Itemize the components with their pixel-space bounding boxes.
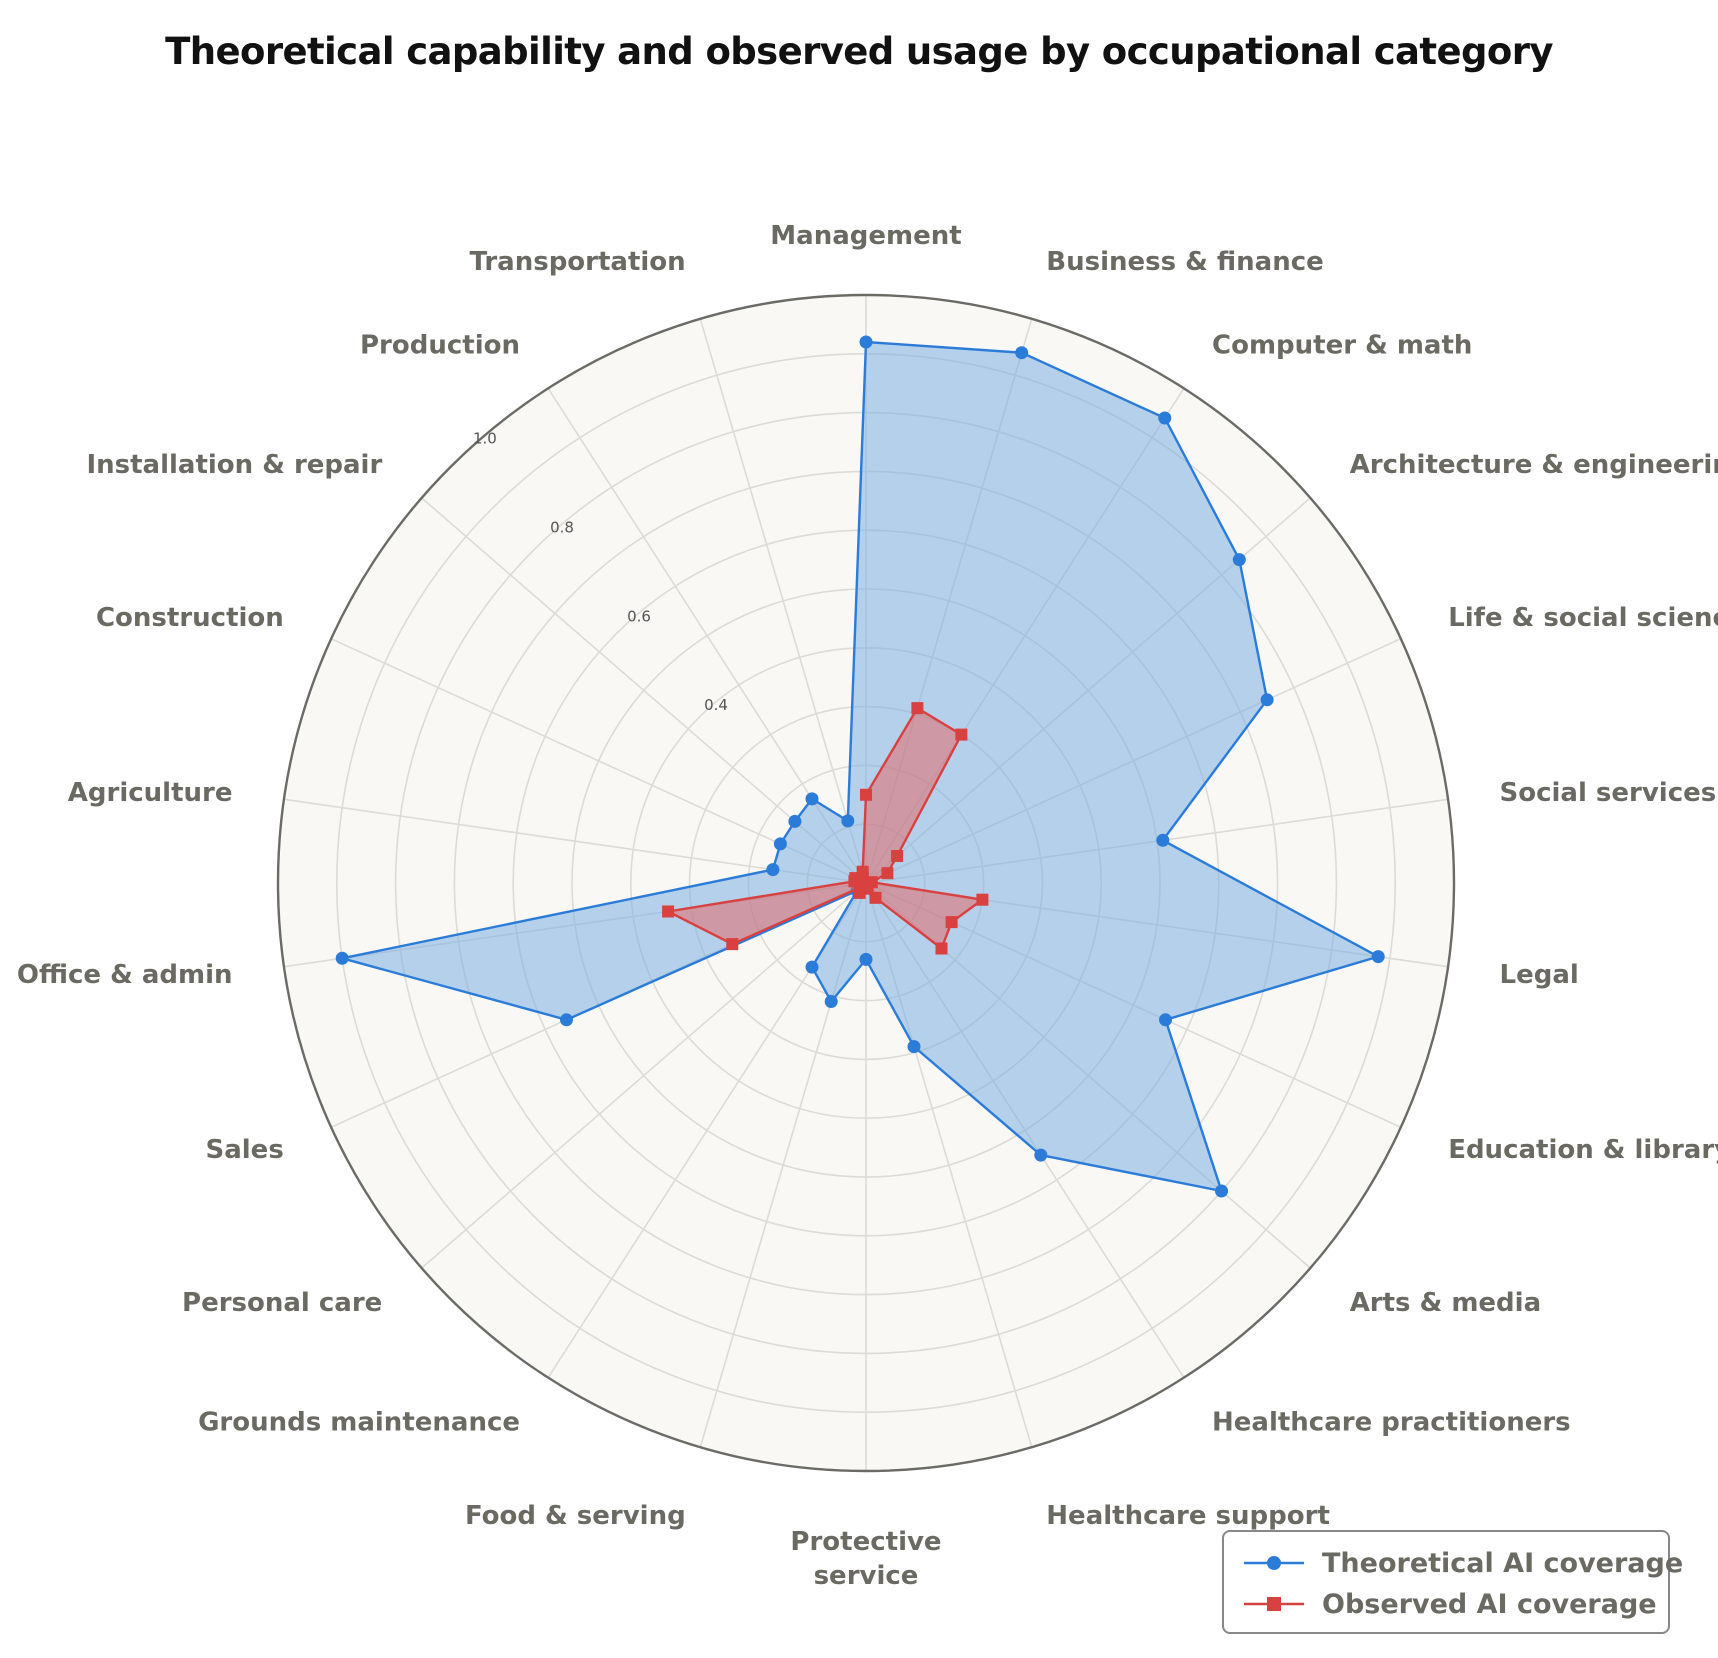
marker-observed-ai-coverage-computer-math	[955, 728, 968, 741]
category-label-legal: Legal	[1500, 960, 1579, 990]
marker-theoretical-ai-coverage-office-admin	[335, 951, 349, 965]
category-label-food-serving: Food & serving	[465, 1501, 686, 1531]
marker-theoretical-ai-coverage-production	[805, 792, 819, 806]
marker-observed-ai-coverage-arts-media	[935, 942, 948, 955]
category-label-installation-repair: Installation & repair	[86, 450, 382, 480]
category-label-production: Production	[360, 331, 520, 361]
series-observed-ai-coverage	[662, 702, 989, 955]
legend-item-observed: Observed AI coverage	[1242, 1584, 1657, 1624]
radial-tick-labels: 0.4 0.6 0.8 1.0	[473, 430, 728, 715]
marker-theoretical-ai-coverage-legal	[1371, 950, 1385, 964]
category-label-construction: Construction	[96, 603, 284, 633]
radial-tick-1-0: 1.0	[473, 430, 497, 448]
category-label-personal-care: Personal care	[182, 1288, 382, 1318]
grid-spoke	[699, 318, 867, 884]
category-label-healthcare-practitioners: Healthcare practitioners	[1212, 1407, 1571, 1437]
plot-border	[276, 293, 1456, 1473]
radial-tick-0-8: 0.8	[550, 519, 574, 537]
category-label-protective-service: Protective service	[790, 1527, 941, 1591]
category-label-sales: Sales	[206, 1135, 284, 1165]
chart-title: Theoretical capability and observed usag…	[165, 30, 1553, 73]
marker-theoretical-ai-coverage-agriculture	[766, 863, 780, 877]
category-label-office-admin: Office & admin	[17, 960, 233, 990]
marker-theoretical-ai-coverage-computer-math	[1158, 411, 1172, 425]
marker-observed-ai-coverage-legal	[976, 893, 989, 906]
marker-theoretical-ai-coverage-protective-service	[859, 952, 873, 966]
marker-observed-ai-coverage-management	[860, 788, 872, 801]
marker-theoretical-ai-coverage-management	[859, 335, 873, 349]
marker-theoretical-ai-coverage-business-finance	[1015, 346, 1029, 360]
marker-theoretical-ai-coverage-installation-repair	[788, 814, 802, 828]
category-label-computer-math: Computer & math	[1212, 331, 1472, 361]
marker-theoretical-ai-coverage-grounds-maintenance	[805, 960, 819, 974]
marker-theoretical-ai-coverage-healthcare-support	[907, 1040, 921, 1054]
marker-theoretical-ai-coverage-transportation	[841, 814, 855, 828]
marker-theoretical-ai-coverage-architecture-engineering	[1232, 553, 1246, 567]
marker-observed-ai-coverage-transportation	[856, 865, 869, 878]
category-label-education-library: Education & library	[1448, 1135, 1718, 1165]
area-theoretical-ai-coverage	[342, 342, 1379, 1191]
category-labels: Management Business & finance Computer & m…	[17, 221, 1718, 1591]
category-label-healthcare-support: Healthcare support	[1046, 1501, 1330, 1531]
marker-observed-ai-coverage-architecture-engineering	[891, 850, 904, 862]
marker-theoretical-ai-coverage-healthcare-practitioners	[1034, 1148, 1048, 1162]
category-label-architecture-engineering: Architecture & engineering	[1350, 450, 1718, 480]
marker-theoretical-ai-coverage-food-serving	[824, 995, 838, 1008]
marker-theoretical-ai-coverage-construction	[773, 837, 787, 851]
series	[335, 335, 1385, 1198]
category-label-agriculture: Agriculture	[68, 778, 233, 808]
category-label-business-finance: Business & finance	[1046, 247, 1323, 277]
category-label-life-social-sciences: Life & social sciences	[1448, 603, 1718, 633]
category-label-social-services: Social services	[1500, 778, 1717, 808]
category-label-grounds-maintenance: Grounds maintenance	[198, 1407, 520, 1437]
radial-tick-0-6: 0.6	[627, 607, 651, 625]
legend-marker-theoretical	[1244, 1556, 1304, 1570]
legend-marker-observed	[1244, 1597, 1304, 1611]
legend-label-observed: Observed AI coverage	[1322, 1588, 1657, 1620]
marker-observed-ai-coverage-education-library	[945, 916, 958, 929]
marker-theoretical-ai-coverage-social-services	[1156, 833, 1170, 847]
radial-tick-0-4: 0.4	[704, 696, 728, 714]
marker-theoretical-ai-coverage-arts-media	[1215, 1184, 1228, 1198]
category-label-management: Management	[770, 221, 961, 251]
marker-observed-ai-coverage-healthcare-practitioners	[869, 891, 882, 904]
category-label-transportation: Transportation	[469, 247, 685, 277]
marker-observed-ai-coverage-sales	[726, 938, 739, 951]
grid-spoke	[421, 882, 867, 1269]
marker-observed-ai-coverage-life-social-sciences	[881, 867, 894, 880]
marker-theoretical-ai-coverage-life-social-sciences	[1260, 693, 1274, 707]
legend-item-theoretical: Theoretical AI coverage	[1242, 1543, 1683, 1583]
marker-theoretical-ai-coverage-sales	[560, 1013, 573, 1027]
marker-theoretical-ai-coverage-education-library	[1159, 1013, 1172, 1027]
marker-observed-ai-coverage-business-finance	[911, 702, 924, 715]
legend-label-theoretical: Theoretical AI coverage	[1322, 1547, 1684, 1579]
legend: Theoretical AI coverage Observed AI cove…	[1222, 1530, 1683, 1634]
category-label-arts-media: Arts & media	[1350, 1288, 1541, 1318]
marker-observed-ai-coverage-office-admin	[662, 905, 675, 918]
series-theoretical-ai-coverage	[335, 335, 1385, 1198]
